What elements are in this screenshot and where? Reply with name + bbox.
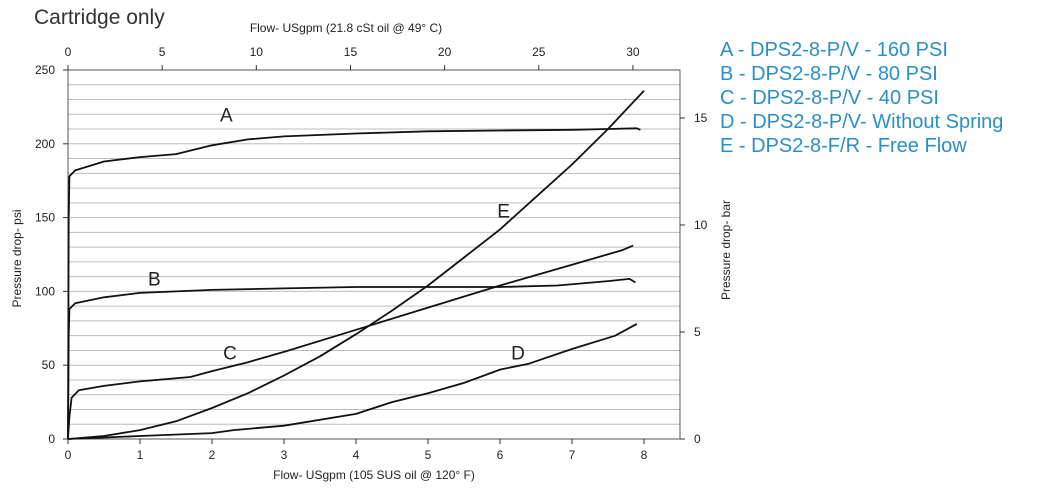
x2-tick-label: 10 xyxy=(250,45,264,59)
legend-item-d: D - DPS2-8-P/V- Without Spring xyxy=(720,111,1004,133)
series-line-a xyxy=(67,127,641,440)
x2-axis-title: Flow- USgpm (21.8 cSt oil @ 49° C) xyxy=(250,21,442,35)
x-tick-label: 4 xyxy=(353,448,360,462)
curve-label-e: E xyxy=(497,202,510,223)
y2-tick-label: 5 xyxy=(694,325,701,339)
series-line-b xyxy=(67,278,636,440)
y2-tick-label: 15 xyxy=(694,111,708,125)
series-line-c xyxy=(67,244,634,440)
y-axis-title: Pressure drop- psi xyxy=(10,209,24,307)
x2-tick-label: 30 xyxy=(626,45,640,59)
x-tick-label: 2 xyxy=(209,448,216,462)
curve-label-b: B xyxy=(148,269,161,290)
y-tick-label: 100 xyxy=(35,284,55,298)
legend-item-e: E - DPS2-8-F/R - Free Flow xyxy=(720,135,967,157)
x-tick-label: 7 xyxy=(569,448,576,462)
x-tick-label: 0 xyxy=(65,448,72,462)
legend-item-c: C - DPS2-8-P/V - 40 PSI xyxy=(720,87,939,109)
y2-tick-label: 0 xyxy=(694,432,701,446)
y-tick-label: 150 xyxy=(35,211,55,225)
x-axis-title: Flow- USgpm (105 SUS oil @ 120° F) xyxy=(273,468,475,482)
x-tick-label: 8 xyxy=(641,448,648,462)
legend: A - DPS2-8-P/V - 160 PSI B - DPS2-8-P/V … xyxy=(720,38,1003,158)
legend-item-a: A - DPS2-8-P/V - 160 PSI xyxy=(720,39,948,61)
x-tick-label: 1 xyxy=(137,448,144,462)
curve-label-c: C xyxy=(223,343,237,364)
y2-axis-title: Pressure drop- bar xyxy=(719,200,733,300)
x2-tick-label: 20 xyxy=(438,45,452,59)
x2-tick-label: 5 xyxy=(159,45,166,59)
y-tick-label: 250 xyxy=(35,63,55,77)
x2-tick-label: 0 xyxy=(65,45,72,59)
page-title: Cartridge only xyxy=(34,6,165,29)
x2-tick-label: 15 xyxy=(344,45,358,59)
x-tick-label: 5 xyxy=(425,448,432,462)
series-line-d xyxy=(67,323,638,440)
series-line-e xyxy=(67,90,645,440)
y-tick-label: 50 xyxy=(42,358,56,372)
legend-item-b: B - DPS2-8-P/V - 80 PSI xyxy=(720,63,938,85)
x-tick-label: 3 xyxy=(281,448,288,462)
x2-tick-label: 25 xyxy=(532,45,546,59)
curve-label-d: D xyxy=(511,343,525,364)
y2-tick-label: 10 xyxy=(694,218,708,232)
plot-frame xyxy=(67,69,681,440)
x-tick-label: 6 xyxy=(497,448,504,462)
y-tick-label: 0 xyxy=(48,432,55,446)
y-tick-label: 200 xyxy=(35,137,55,151)
curve-label-a: A xyxy=(220,106,233,127)
